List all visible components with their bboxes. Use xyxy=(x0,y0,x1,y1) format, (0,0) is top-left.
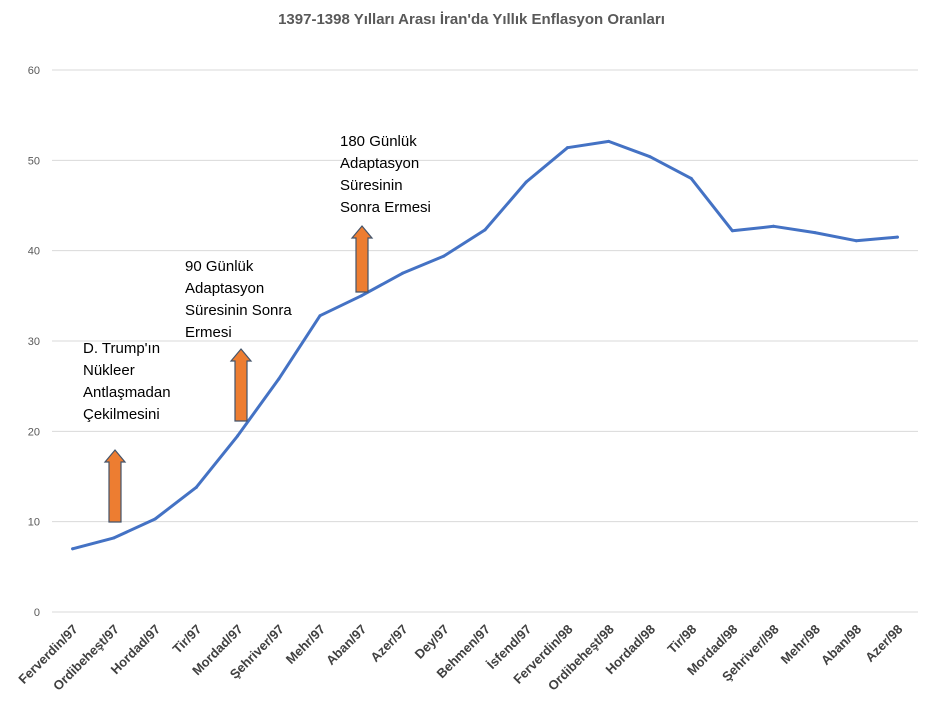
x-tick-label: Dey/97 xyxy=(412,622,452,662)
data-point xyxy=(318,314,322,318)
data-point xyxy=(689,176,693,180)
y-tick-label: 10 xyxy=(28,517,40,529)
x-tick-label: Aban/97 xyxy=(323,622,369,668)
data-point xyxy=(71,547,75,551)
chart-title: 1397-1398 Yılları Arası İran'da Yıllık E… xyxy=(278,11,665,28)
x-tick-label: Aban/98 xyxy=(818,622,864,668)
annotation-180-day: 180 Günlük Adaptasyon Süresinin Sonra Er… xyxy=(340,133,431,216)
data-point xyxy=(153,517,157,521)
data-point xyxy=(607,139,611,143)
annotation-trump-withdrawal: D. Trump'ın Nükleer Antlaşmadan Çekilmes… xyxy=(83,340,171,423)
data-point xyxy=(112,536,116,540)
data-point xyxy=(524,180,528,184)
data-point xyxy=(483,228,487,232)
y-tick-label: 60 xyxy=(28,65,40,77)
annotation-90-day: 90 Günlük Adaptasyon Süresinin Sonra Erm… xyxy=(185,258,292,341)
y-tick-label: 30 xyxy=(28,336,40,348)
data-point xyxy=(277,377,281,381)
data-point xyxy=(648,155,652,159)
x-tick-label: Tir/97 xyxy=(169,622,204,657)
data-point xyxy=(895,235,899,239)
data-point xyxy=(730,229,734,233)
data-point xyxy=(565,146,569,150)
data-point xyxy=(772,224,776,228)
annotation-arrow-2 xyxy=(350,225,374,293)
x-tick-label: Tir/98 xyxy=(664,622,699,657)
data-point xyxy=(442,254,446,258)
data-point xyxy=(854,239,858,243)
y-tick-label: 50 xyxy=(28,155,40,167)
data-point xyxy=(359,294,363,298)
x-tick-label: Mehr/98 xyxy=(778,622,823,667)
data-point xyxy=(401,271,405,275)
x-tick-label: Azer/97 xyxy=(367,622,410,665)
x-tick-label: Mehr/97 xyxy=(283,622,328,667)
annotation-arrow-1 xyxy=(229,348,253,422)
x-tick-label: Azer/98 xyxy=(862,622,905,665)
y-tick-label: 40 xyxy=(28,246,40,258)
data-point xyxy=(813,231,817,235)
y-tick-label: 0 xyxy=(34,607,40,619)
y-tick-label: 20 xyxy=(28,426,40,438)
data-point xyxy=(194,485,198,489)
data-point xyxy=(236,434,240,438)
annotation-arrow-0 xyxy=(103,449,127,523)
